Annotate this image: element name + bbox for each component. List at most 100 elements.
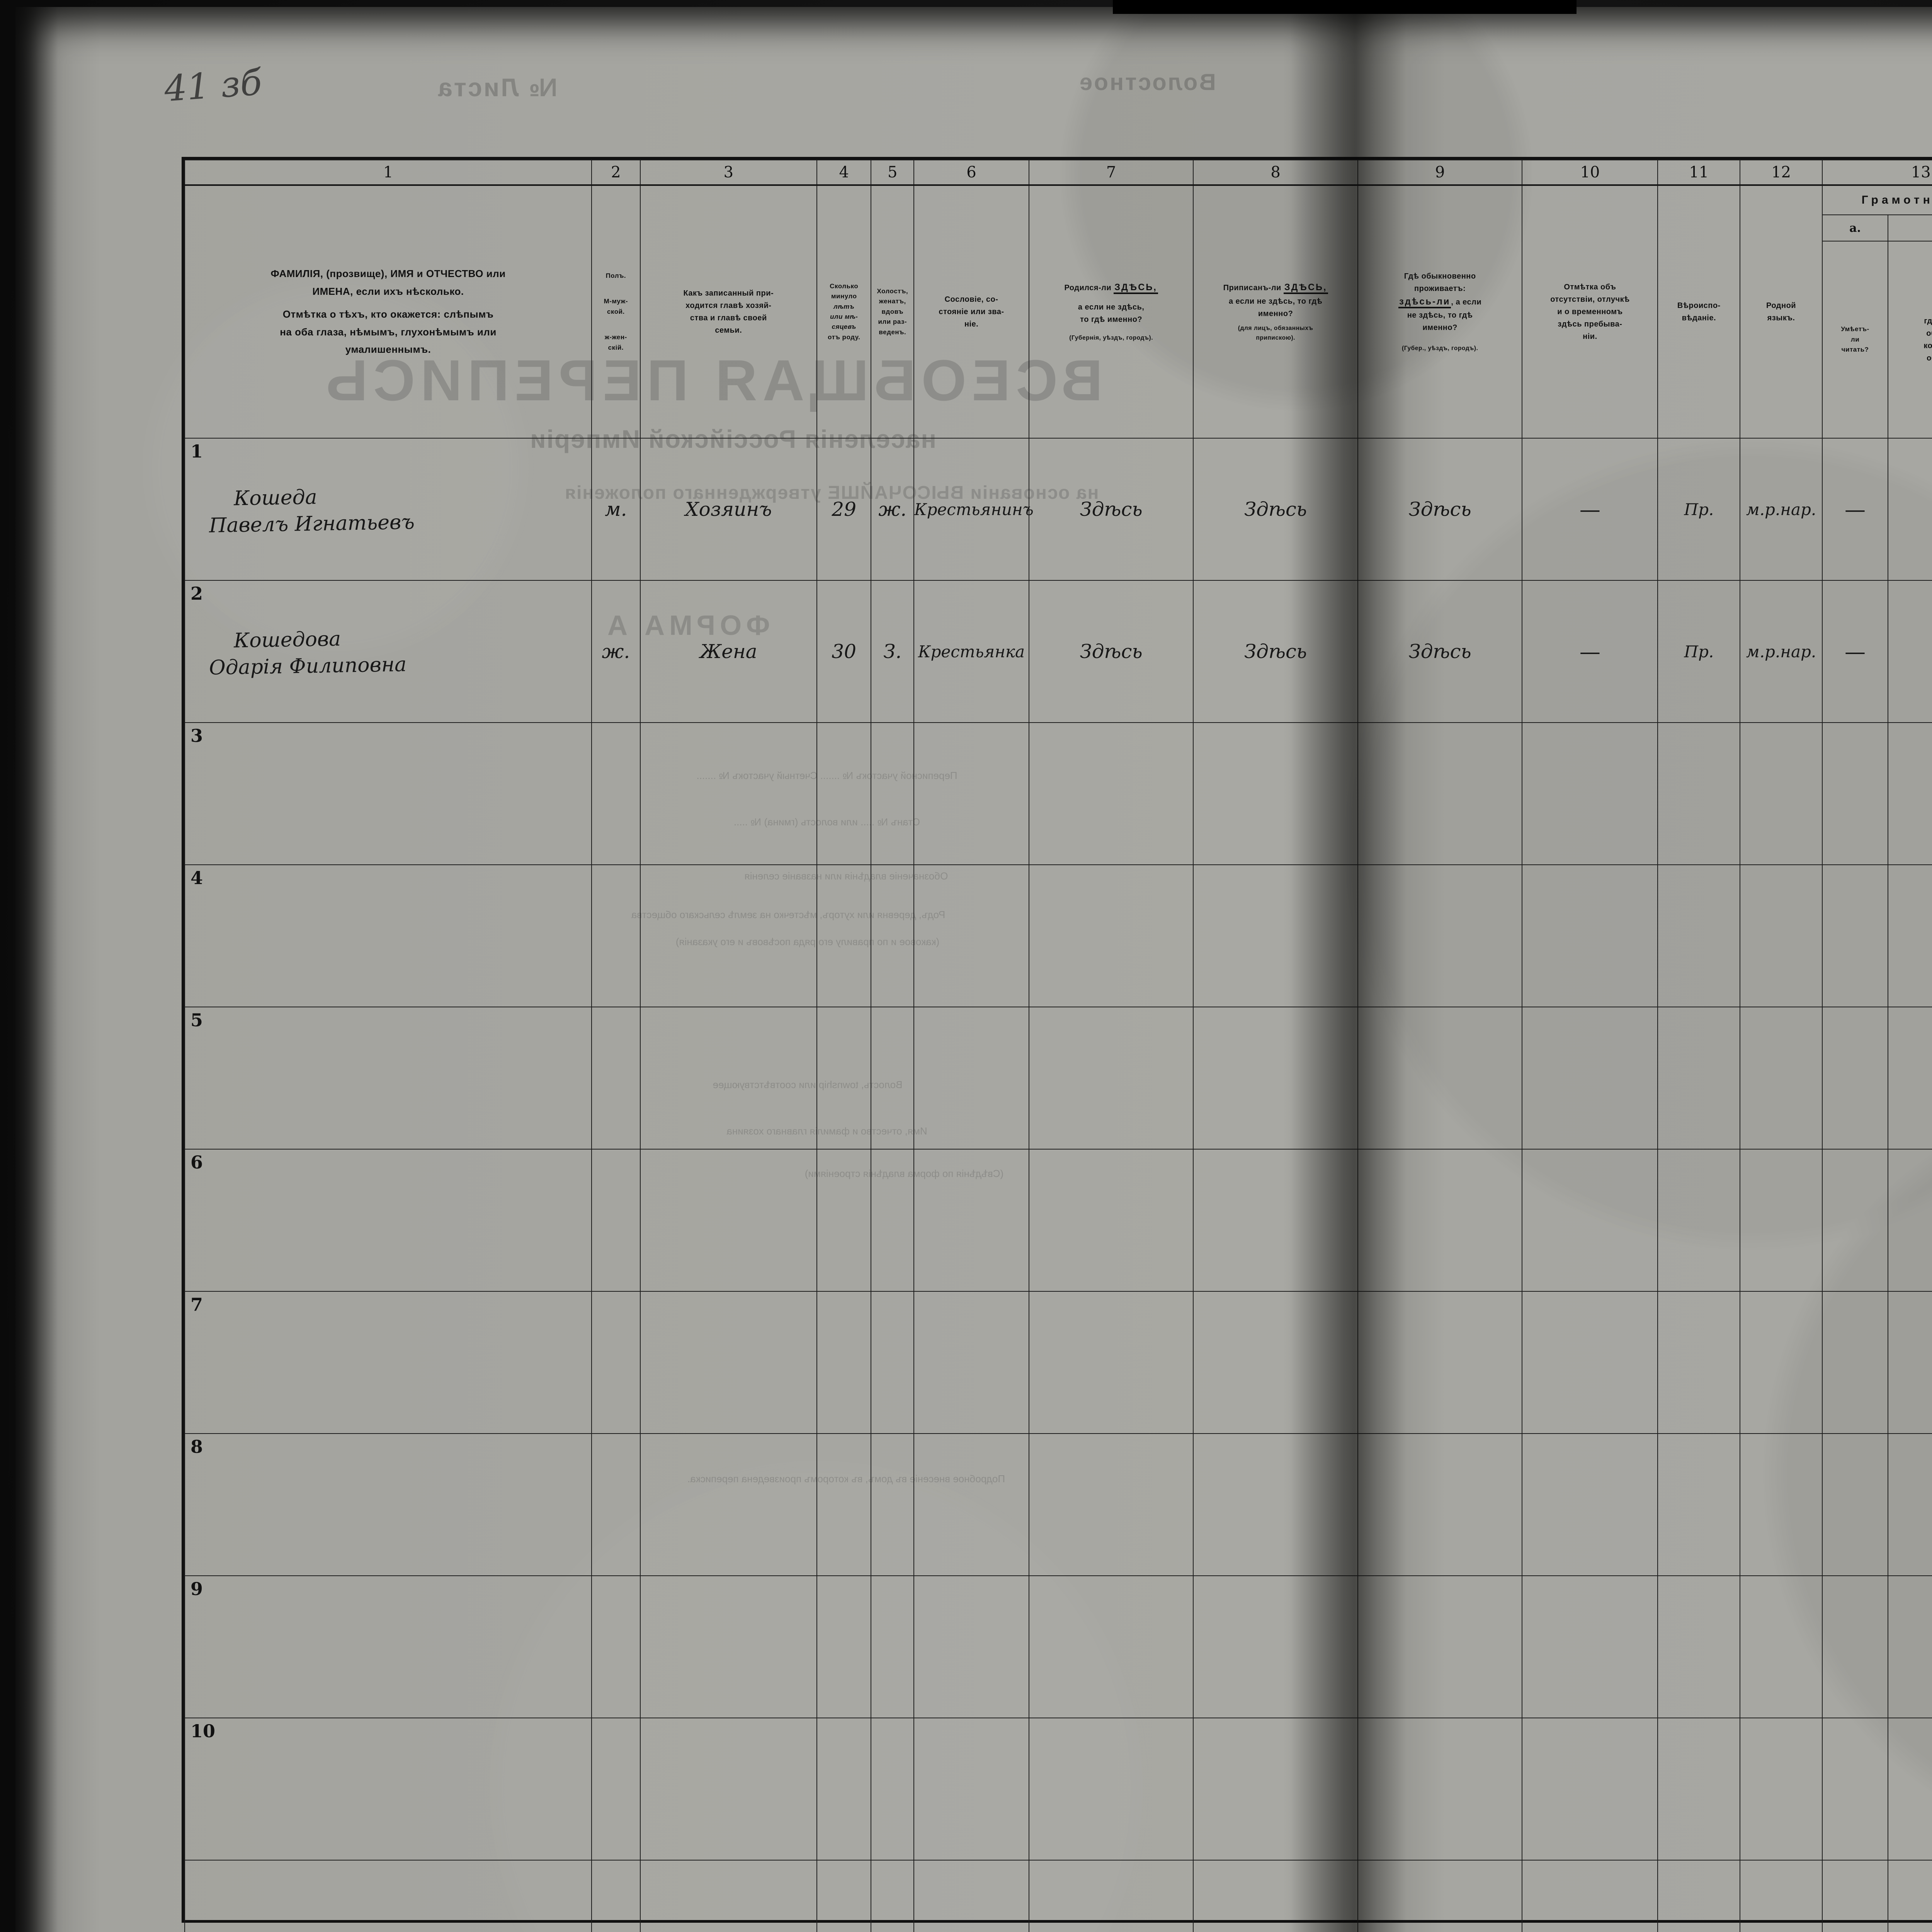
cell-age-10[interactable] xyxy=(816,1718,872,1861)
cell-sex-5[interactable] xyxy=(591,1007,641,1150)
table-row[interactable]: 612 xyxy=(184,1149,1932,1292)
cell-age-11[interactable] xyxy=(816,1860,872,1932)
table-row[interactable]: 2 Кошедова Одарія Филиповна ж. Жена 30 З… xyxy=(184,580,1932,723)
cell-literacy-a-8[interactable] xyxy=(1821,1433,1889,1576)
cell-language-5[interactable] xyxy=(1740,1007,1823,1150)
cell-literacy-a-1[interactable]: — xyxy=(1821,438,1889,581)
cell-name-3[interactable]: 3 xyxy=(184,722,592,865)
cell-literacy-b-5[interactable] xyxy=(1888,1007,1932,1150)
cell-age-5[interactable] xyxy=(816,1007,872,1150)
cell-absence-8[interactable] xyxy=(1522,1433,1658,1576)
cell-born-11[interactable] xyxy=(1028,1860,1194,1932)
cell-estate-7[interactable] xyxy=(913,1291,1029,1434)
cell-language-8[interactable] xyxy=(1740,1433,1823,1576)
cell-registered-9[interactable] xyxy=(1193,1575,1358,1718)
cell-relation-11[interactable] xyxy=(639,1860,818,1932)
cell-absence-11[interactable] xyxy=(1522,1860,1658,1932)
cell-absence-6[interactable] xyxy=(1522,1149,1658,1292)
cell-age-3[interactable] xyxy=(816,722,872,865)
cell-born-5[interactable] xyxy=(1028,1007,1194,1150)
cell-registered-4[interactable] xyxy=(1193,864,1358,1007)
cell-estate-3[interactable] xyxy=(913,722,1029,865)
cell-literacy-b-7[interactable] xyxy=(1888,1291,1932,1434)
cell-born-9[interactable] xyxy=(1028,1575,1194,1718)
cell-language-6[interactable] xyxy=(1740,1149,1823,1292)
cell-language-3[interactable] xyxy=(1740,722,1823,865)
cell-language-2[interactable]: м.р.нар. xyxy=(1740,580,1823,723)
cell-residence-9[interactable] xyxy=(1357,1575,1523,1718)
cell-religion-3[interactable] xyxy=(1657,722,1741,865)
cell-relation-7[interactable] xyxy=(639,1291,818,1434)
table-row[interactable]: 1 Кошеда Павелъ Игнатьевъ м. Хозяинъ 29 … xyxy=(184,438,1932,581)
table-row[interactable]: 312 xyxy=(184,722,1932,865)
cell-language-10[interactable] xyxy=(1740,1718,1823,1861)
cell-relation-4[interactable] xyxy=(639,864,818,1007)
cell-religion-2[interactable]: Пр. xyxy=(1657,580,1741,723)
cell-name-10[interactable]: 10 xyxy=(184,1718,592,1861)
cell-residence-10[interactable] xyxy=(1357,1718,1523,1861)
cell-relation-3[interactable] xyxy=(639,722,818,865)
cell-sex-7[interactable] xyxy=(591,1291,641,1434)
cell-sex-4[interactable] xyxy=(591,864,641,1007)
cell-religion-7[interactable] xyxy=(1657,1291,1741,1434)
cell-literacy-b-9[interactable] xyxy=(1888,1575,1932,1718)
cell-marital-5[interactable] xyxy=(871,1007,915,1150)
cell-estate-2[interactable]: Крестьянка xyxy=(913,580,1029,723)
cell-name-1[interactable]: 1 Кошеда Павелъ Игнатьевъ xyxy=(184,438,592,581)
cell-residence-5[interactable] xyxy=(1357,1007,1523,1150)
cell-born-6[interactable] xyxy=(1028,1149,1194,1292)
cell-estate-4[interactable] xyxy=(913,864,1029,1007)
cell-age-2[interactable]: 30 xyxy=(816,580,872,723)
cell-sex-6[interactable] xyxy=(591,1149,641,1292)
table-row[interactable]: 12 xyxy=(184,1860,1932,1932)
table-row[interactable]: 512 xyxy=(184,1007,1932,1150)
cell-marital-1[interactable]: ж. xyxy=(871,438,915,581)
cell-language-1[interactable]: м.р.нар. xyxy=(1740,438,1823,581)
cell-marital-10[interactable] xyxy=(871,1718,915,1861)
cell-literacy-b-4[interactable] xyxy=(1888,864,1932,1007)
cell-literacy-b-11[interactable] xyxy=(1888,1860,1932,1932)
cell-language-7[interactable] xyxy=(1740,1291,1823,1434)
cell-sex-1[interactable]: м. xyxy=(591,438,641,581)
cell-residence-4[interactable] xyxy=(1357,864,1523,1007)
cell-absence-7[interactable] xyxy=(1522,1291,1658,1434)
cell-residence-11[interactable] xyxy=(1357,1860,1523,1932)
cell-estate-9[interactable] xyxy=(913,1575,1029,1718)
cell-estate-11[interactable] xyxy=(913,1860,1029,1932)
cell-relation-10[interactable] xyxy=(639,1718,818,1861)
cell-born-7[interactable] xyxy=(1028,1291,1194,1434)
cell-absence-10[interactable] xyxy=(1522,1718,1658,1861)
cell-residence-6[interactable] xyxy=(1357,1149,1523,1292)
cell-name-5[interactable]: 5 xyxy=(184,1007,592,1150)
cell-registered-1[interactable]: Здѣсь xyxy=(1193,438,1358,581)
cell-registered-10[interactable] xyxy=(1193,1718,1358,1861)
cell-literacy-a-10[interactable] xyxy=(1821,1718,1889,1861)
cell-language-4[interactable] xyxy=(1740,864,1823,1007)
cell-marital-11[interactable] xyxy=(871,1860,915,1932)
cell-absence-4[interactable] xyxy=(1522,864,1658,1007)
cell-literacy-a-2[interactable]: — xyxy=(1821,580,1889,723)
cell-registered-7[interactable] xyxy=(1193,1291,1358,1434)
cell-literacy-b-3[interactable] xyxy=(1888,722,1932,865)
cell-absence-1[interactable]: — xyxy=(1522,438,1658,581)
cell-age-1[interactable]: 29 xyxy=(816,438,872,581)
table-row[interactable]: 1012 xyxy=(184,1718,1932,1861)
cell-religion-9[interactable] xyxy=(1657,1575,1741,1718)
cell-born-1[interactable]: Здѣсь xyxy=(1028,438,1194,581)
cell-born-10[interactable] xyxy=(1028,1718,1194,1861)
cell-language-9[interactable] xyxy=(1740,1575,1823,1718)
cell-name-4[interactable]: 4 xyxy=(184,864,592,1007)
cell-residence-7[interactable] xyxy=(1357,1291,1523,1434)
cell-relation-1[interactable]: Хозяинъ xyxy=(639,438,818,581)
cell-estate-10[interactable] xyxy=(913,1718,1029,1861)
cell-estate-8[interactable] xyxy=(913,1433,1029,1576)
cell-literacy-a-9[interactable] xyxy=(1821,1575,1889,1718)
cell-registered-5[interactable] xyxy=(1193,1007,1358,1150)
cell-religion-5[interactable] xyxy=(1657,1007,1741,1150)
cell-relation-2[interactable]: Жена xyxy=(639,580,818,723)
cell-absence-2[interactable]: — xyxy=(1522,580,1658,723)
cell-relation-9[interactable] xyxy=(639,1575,818,1718)
cell-residence-3[interactable] xyxy=(1357,722,1523,865)
cell-literacy-a-4[interactable] xyxy=(1821,864,1889,1007)
cell-name-9[interactable]: 9 xyxy=(184,1575,592,1718)
